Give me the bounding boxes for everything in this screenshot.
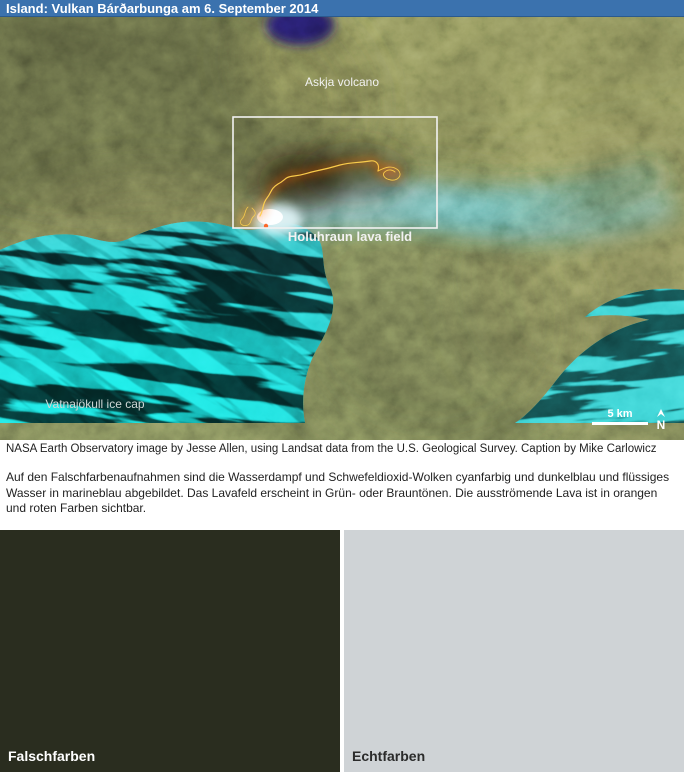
svg-text:Holuhraun lava field: Holuhraun lava field — [288, 229, 412, 244]
svg-text:N: N — [657, 418, 666, 432]
svg-text:Vatnajökull ice cap: Vatnajökull ice cap — [45, 397, 144, 411]
svg-text:Askja volcano: Askja volcano — [305, 75, 379, 89]
svg-text:5 km: 5 km — [607, 408, 632, 420]
